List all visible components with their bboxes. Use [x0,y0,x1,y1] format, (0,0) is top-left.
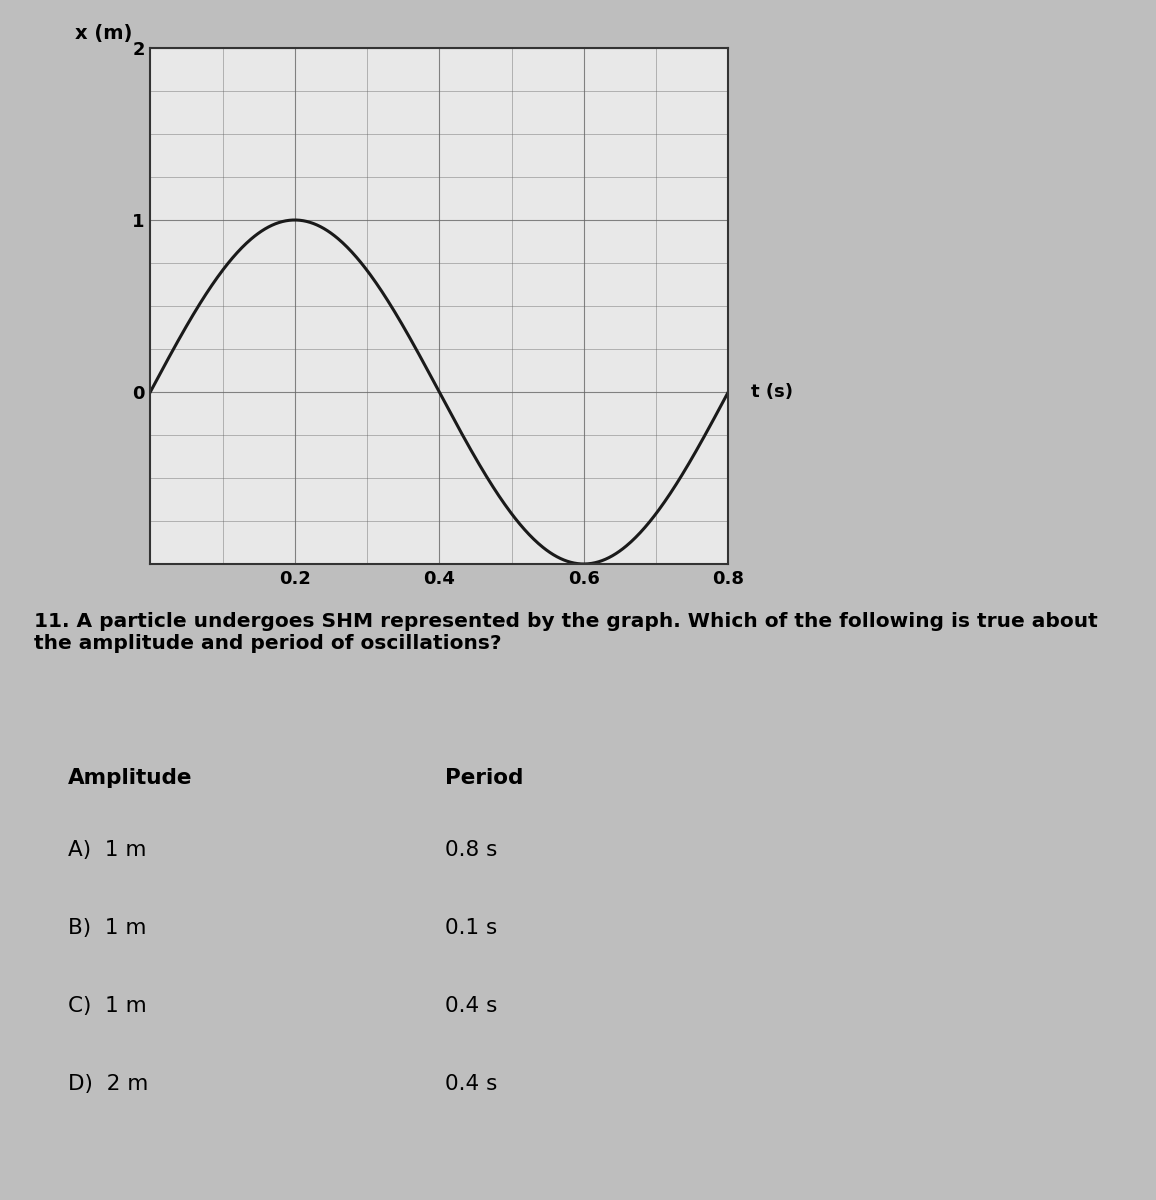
Text: C)  1 m: C) 1 m [67,996,147,1016]
Text: D)  2 m: D) 2 m [67,1074,148,1094]
Text: Amplitude: Amplitude [67,768,192,788]
Text: x (m): x (m) [75,24,133,43]
Text: 11. A particle undergoes SHM represented by the graph. Which of the following is: 11. A particle undergoes SHM represented… [35,612,1098,653]
Text: Period: Period [445,768,524,788]
Text: 0.8 s: 0.8 s [445,840,497,860]
Text: t (s): t (s) [751,383,793,401]
Text: B)  1 m: B) 1 m [67,918,146,938]
Text: 0.1 s: 0.1 s [445,918,497,938]
Text: A)  1 m: A) 1 m [67,840,146,860]
Text: 0.4 s: 0.4 s [445,996,497,1016]
Text: 0.4 s: 0.4 s [445,1074,497,1094]
